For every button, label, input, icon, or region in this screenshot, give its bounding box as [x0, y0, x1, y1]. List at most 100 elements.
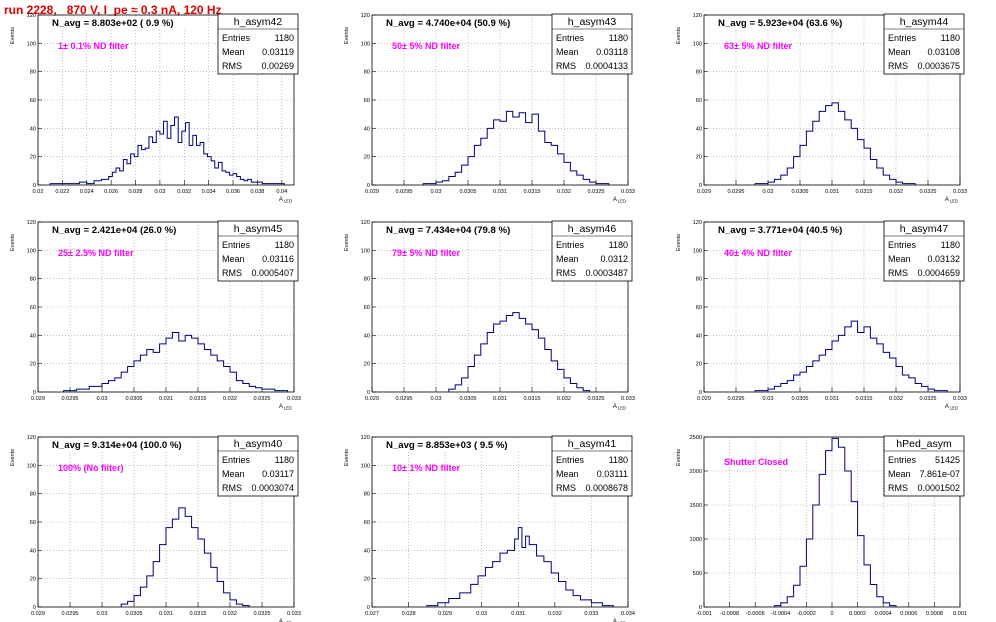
y-tick-label: 120 [361, 13, 370, 19]
x-tick-label: 0.0008 [926, 611, 943, 617]
filter-note: 100% (No filter) [58, 463, 124, 473]
y-tick-label: 0 [699, 183, 702, 189]
y-axis-label: Events [344, 27, 350, 44]
x-axis-label: ALED [613, 197, 626, 204]
histogram-panel-h_asym42: 0.02 0.022 0.024 0.026 0.028 0.03 0.032 0.034 0.… [10, 13, 299, 204]
x-tick-label: 0.029 [697, 189, 711, 195]
x-tick-label: 0.0006 [900, 611, 917, 617]
y-axis-label: Events [10, 449, 16, 466]
y-tick-label: 1500 [690, 503, 702, 509]
stats-rms-label: RMS [556, 268, 576, 278]
filter-note: 63± 5% ND filter [724, 41, 792, 51]
x-tick-label: 0.032 [223, 396, 237, 402]
stats-entries-value: 1180 [275, 240, 294, 250]
y-tick-label: 20 [696, 155, 702, 161]
stats-mean-value: 0.03132 [927, 254, 960, 264]
stats-entries-label: Entries [556, 240, 585, 250]
y-tick-label: 40 [30, 333, 36, 339]
x-tick-label: 0.026 [104, 189, 118, 195]
stats-entries-value: 1180 [609, 33, 628, 43]
y-tick-label: 120 [27, 13, 36, 19]
x-tick-label: 0.0325 [919, 396, 936, 402]
stats-title: h_asym42 [234, 16, 283, 28]
stats-mean-label: Mean [888, 254, 911, 264]
y-tick-label: 120 [27, 220, 36, 226]
x-axis-label: ALED [613, 404, 626, 411]
x-tick-label: 0.03 [431, 189, 442, 195]
navg-label: N_avg = 5.923e+04 (63.6 %) [718, 18, 842, 29]
filter-note: 10± 1% ND filter [392, 463, 460, 473]
histogram-panel-h_asym40: 0.029 0.0295 0.03 0.0305 0.031 0.0315 0.032 0.0… [10, 435, 301, 622]
y-tick-label: 100 [27, 41, 36, 47]
x-tick-label: 0.031 [825, 396, 839, 402]
stats-rms-value: 0.0001502 [917, 483, 960, 493]
stats-mean-label: Mean [556, 47, 579, 57]
stats-rms-value: 0.00269 [261, 61, 294, 71]
histogram-series [120, 507, 250, 607]
x-axis-label: ALED [613, 619, 626, 622]
y-tick-label: 100 [361, 463, 370, 469]
x-tick-label: 0.0002 [849, 611, 866, 617]
stats-title: hPed_asym [896, 438, 952, 450]
x-tick-label: 0.032 [223, 611, 237, 617]
y-axis-label: Events [676, 27, 682, 44]
stats-box [551, 220, 633, 282]
y-tick-label: 60 [696, 305, 702, 311]
y-tick-label: 2500 [690, 435, 702, 441]
stats-entries-label: Entries [888, 455, 917, 465]
y-tick-label: 0 [367, 183, 370, 189]
x-tick-label: 0.02 [33, 189, 44, 195]
filter-note: 1± 0.1% ND filter [58, 41, 129, 51]
x-tick-label: 0.031 [825, 189, 839, 195]
y-tick-label: 100 [27, 463, 36, 469]
x-tick-label: 0.0325 [587, 189, 604, 195]
navg-background [705, 16, 861, 29]
stats-entries-label: Entries [222, 455, 251, 465]
stats-rms-label: RMS [222, 61, 242, 71]
stats-box [883, 13, 965, 75]
stats-entries-value: 1180 [609, 455, 628, 465]
x-tick-label: 0.029 [697, 396, 711, 402]
x-tick-label: 0.038 [250, 189, 264, 195]
histogram-panel-h_asym43: 0.029 0.0295 0.03 0.0305 0.031 0.0315 0.032 0.0… [344, 13, 635, 204]
x-tick-label: 0.0325 [919, 189, 936, 195]
y-tick-label: 60 [696, 98, 702, 104]
stats-title: h_asym45 [234, 223, 283, 235]
x-tick-label: 0.0295 [395, 189, 412, 195]
stats-rms-value: 0.0008678 [585, 483, 628, 493]
y-tick-label: 0 [33, 390, 36, 396]
stats-entries-value: 1180 [275, 33, 294, 43]
x-tick-label: 0.001 [953, 611, 967, 617]
stats-box [883, 220, 965, 282]
stats-rms-label: RMS [556, 61, 576, 71]
x-tick-label: 0.033 [287, 611, 301, 617]
y-tick-label: 40 [696, 333, 702, 339]
y-tick-label: 20 [696, 362, 702, 368]
y-tick-label: 60 [30, 305, 36, 311]
x-tick-label: 0.028 [129, 189, 143, 195]
navg-label: N_avg = 2.421e+04 (26.0 %) [52, 225, 176, 236]
stats-mean-value: 0.0312 [600, 254, 628, 264]
x-tick-label: 0.0305 [125, 396, 142, 402]
stats-rms-label: RMS [556, 483, 576, 493]
navg-label: N_avg = 3.771e+04 (40.5 %) [718, 225, 842, 236]
filter-note: 79± 5% ND filter [392, 248, 460, 258]
y-tick-label: 0 [33, 605, 36, 611]
x-tick-label: 0.0315 [855, 396, 872, 402]
x-tick-label: 0.029 [365, 189, 379, 195]
x-tick-label: 0.0315 [189, 611, 206, 617]
stats-entries-value: 1180 [275, 455, 294, 465]
x-tick-label: 0.032 [889, 396, 903, 402]
filter-note: 40± 4% ND filter [724, 248, 792, 258]
stats-entries-label: Entries [556, 33, 585, 43]
y-tick-label: 80 [364, 277, 370, 283]
x-tick-label: 0.0295 [61, 396, 78, 402]
x-tick-label: 0.03 [431, 396, 442, 402]
stats-box [217, 13, 299, 75]
x-tick-label: 0.029 [438, 611, 452, 617]
stats-mean-label: Mean [222, 254, 245, 264]
stats-rms-label: RMS [888, 268, 908, 278]
x-tick-label: 0.033 [584, 611, 598, 617]
y-tick-label: 2000 [690, 469, 702, 475]
